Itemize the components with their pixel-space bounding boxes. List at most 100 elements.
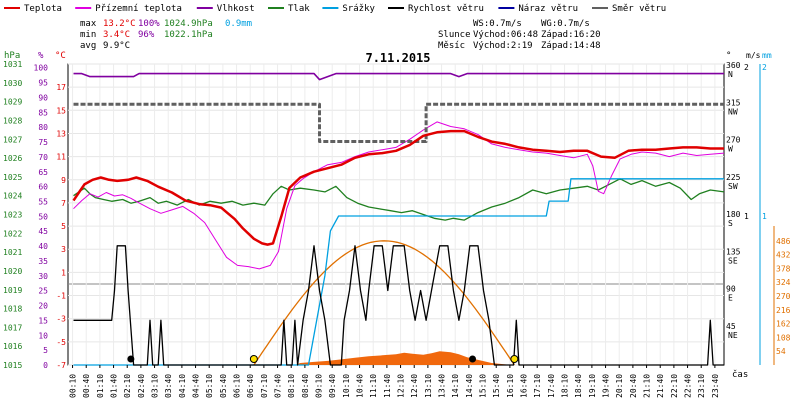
pressure-tick-label: 1020 [3,267,22,276]
sunset-marker [510,355,519,363]
info-ws: WS:0.7m/s [473,19,522,29]
x-tick-label: 03:10 [151,374,160,398]
x-tick-label: 04:40 [192,374,201,398]
humidity-tick-label: 80 [38,123,48,132]
wind-dir-compass-label: N [728,70,733,79]
stat-avg-label: avg [80,41,96,51]
x-tick-label: 03:40 [164,374,173,398]
chart-title: 7.11.2015 [365,51,430,65]
humidity-tick-label: 45 [38,227,48,236]
info-sun-label: Slunce [438,30,471,40]
solar-tick-label: 270 [776,292,791,301]
humidity-tick-label: 20 [38,302,48,311]
wind-dir-compass-label: W [728,145,733,154]
x-tick-label: 12:40 [410,374,419,398]
temperature-tick-label: 7 [61,199,66,208]
solar-tick-label: 486 [776,237,791,246]
x-tick-label: 08:10 [287,374,296,398]
wind-dir-tick-label: 45 [726,322,736,331]
info-sunrise: Východ:06:48 [473,30,538,40]
temperature-tick-label: -7 [56,361,66,370]
info-moonrise: Východ:2:19 [473,41,533,51]
rain-unit: mm [762,51,772,60]
legend-label: Srážky [342,4,375,14]
x-tick-label: 02:10 [123,374,132,398]
solar-tick-label: 54 [776,347,786,356]
wind-dir-tick-label: 270 [726,136,741,145]
temperature-unit: °C [55,51,66,61]
x-tick-label: 00:10 [69,374,78,398]
pressure-tick-label: 1021 [3,248,22,257]
moonrise-marker [127,355,135,363]
x-tick-label: 22:10 [670,374,679,398]
x-tick-label: 20:10 [615,374,624,398]
pressure-tick-label: 1026 [3,154,22,163]
x-tick-label: 06:10 [233,374,242,398]
pressure-tick-label: 1015 [3,361,22,370]
pressure-tick-label: 1027 [3,135,22,144]
x-tick-label: 07:10 [260,374,269,398]
axis-layer: 00:10 00:40 01:10 01:40 02:10 02:40 03:10 03:40… [3,51,791,398]
pressure-tick-label: 1017 [3,323,22,332]
legend: Teplota Přízemní teplota Vlhkost Tlak Srážky… [4,4,666,14]
temperature-tick-label: 11 [56,153,66,162]
x-tick-label: 18:40 [574,374,583,398]
x-tick-label: 00:40 [82,374,91,398]
x-tick-label: 11:40 [383,374,392,398]
x-tick-label: 18:10 [561,374,570,398]
wind-speed-tick-label: 2 [744,63,749,72]
wind-dir-compass-label: NW [728,107,738,116]
x-tick-label: 23:40 [711,374,720,398]
humidity-tick-label: 75 [38,138,48,147]
x-tick-label: 21:40 [656,374,665,398]
wind-dir-tick-label: 315 [726,98,741,107]
wind-dir-compass-label: SW [728,182,738,191]
temperature-tick-label: 3 [61,245,66,254]
x-tick-label: 23:10 [697,374,706,398]
temperature-tick-label: -3 [56,315,66,324]
wind-dir-tick-label: 360 [726,61,741,70]
x-tick-label: 06:40 [246,374,255,398]
x-tick-label: 17:10 [533,374,542,398]
humidity-tick-label: 5 [43,346,48,355]
x-tick-label: 01:40 [110,374,119,398]
pressure-tick-label: 1016 [3,342,22,351]
pressure-tick-label: 1025 [3,173,22,182]
x-tick-label: 08:40 [301,374,310,398]
pressure-tick-label: 1028 [3,116,22,125]
stat-max-hum: 100% [138,19,160,29]
series-wind-speed [73,245,724,366]
series-humidity [73,72,724,81]
wind-dir-unit: ° [726,51,731,61]
series-ground-temperature [73,121,725,270]
x-tick-label: 05:40 [219,374,228,398]
humidity-tick-label: 35 [38,257,48,266]
pressure-unit: hPa [4,51,20,61]
wind-dir-tick-label: 135 [726,247,741,256]
x-tick-label: 13:40 [438,374,447,398]
stat-min-hum: 96% [138,30,155,40]
temperature-tick-label: 17 [56,83,66,92]
pressure-tick-label: 1018 [3,305,22,314]
wind-dir-compass-label: NE [728,331,738,340]
pressure-tick-label: 1022 [3,229,22,238]
x-tick-label: 02:40 [137,374,146,398]
x-tick-label: 01:10 [96,374,105,398]
series-wind-direction [73,102,724,143]
stat-max-label: max [80,19,97,29]
humidity-tick-label: 30 [38,272,48,281]
x-tick-label: 09:10 [315,374,324,398]
solar-tick-label: 216 [776,306,791,315]
series-temperature [72,129,724,246]
x-tick-label: 10:10 [342,374,351,398]
temperature-tick-label: 9 [61,176,66,185]
x-tick-label: 17:40 [547,374,556,398]
info-moon-label: Měsíc [438,41,465,51]
stat-min-press: 1022.1hPa [164,30,213,40]
pressure-tick-label: 1019 [3,286,22,295]
humidity-tick-label: 0 [43,361,48,370]
x-tick-label: 13:10 [424,374,433,398]
wind-dir-tick-label: 180 [726,210,741,219]
info-sunset: Západ:16:20 [541,30,601,40]
